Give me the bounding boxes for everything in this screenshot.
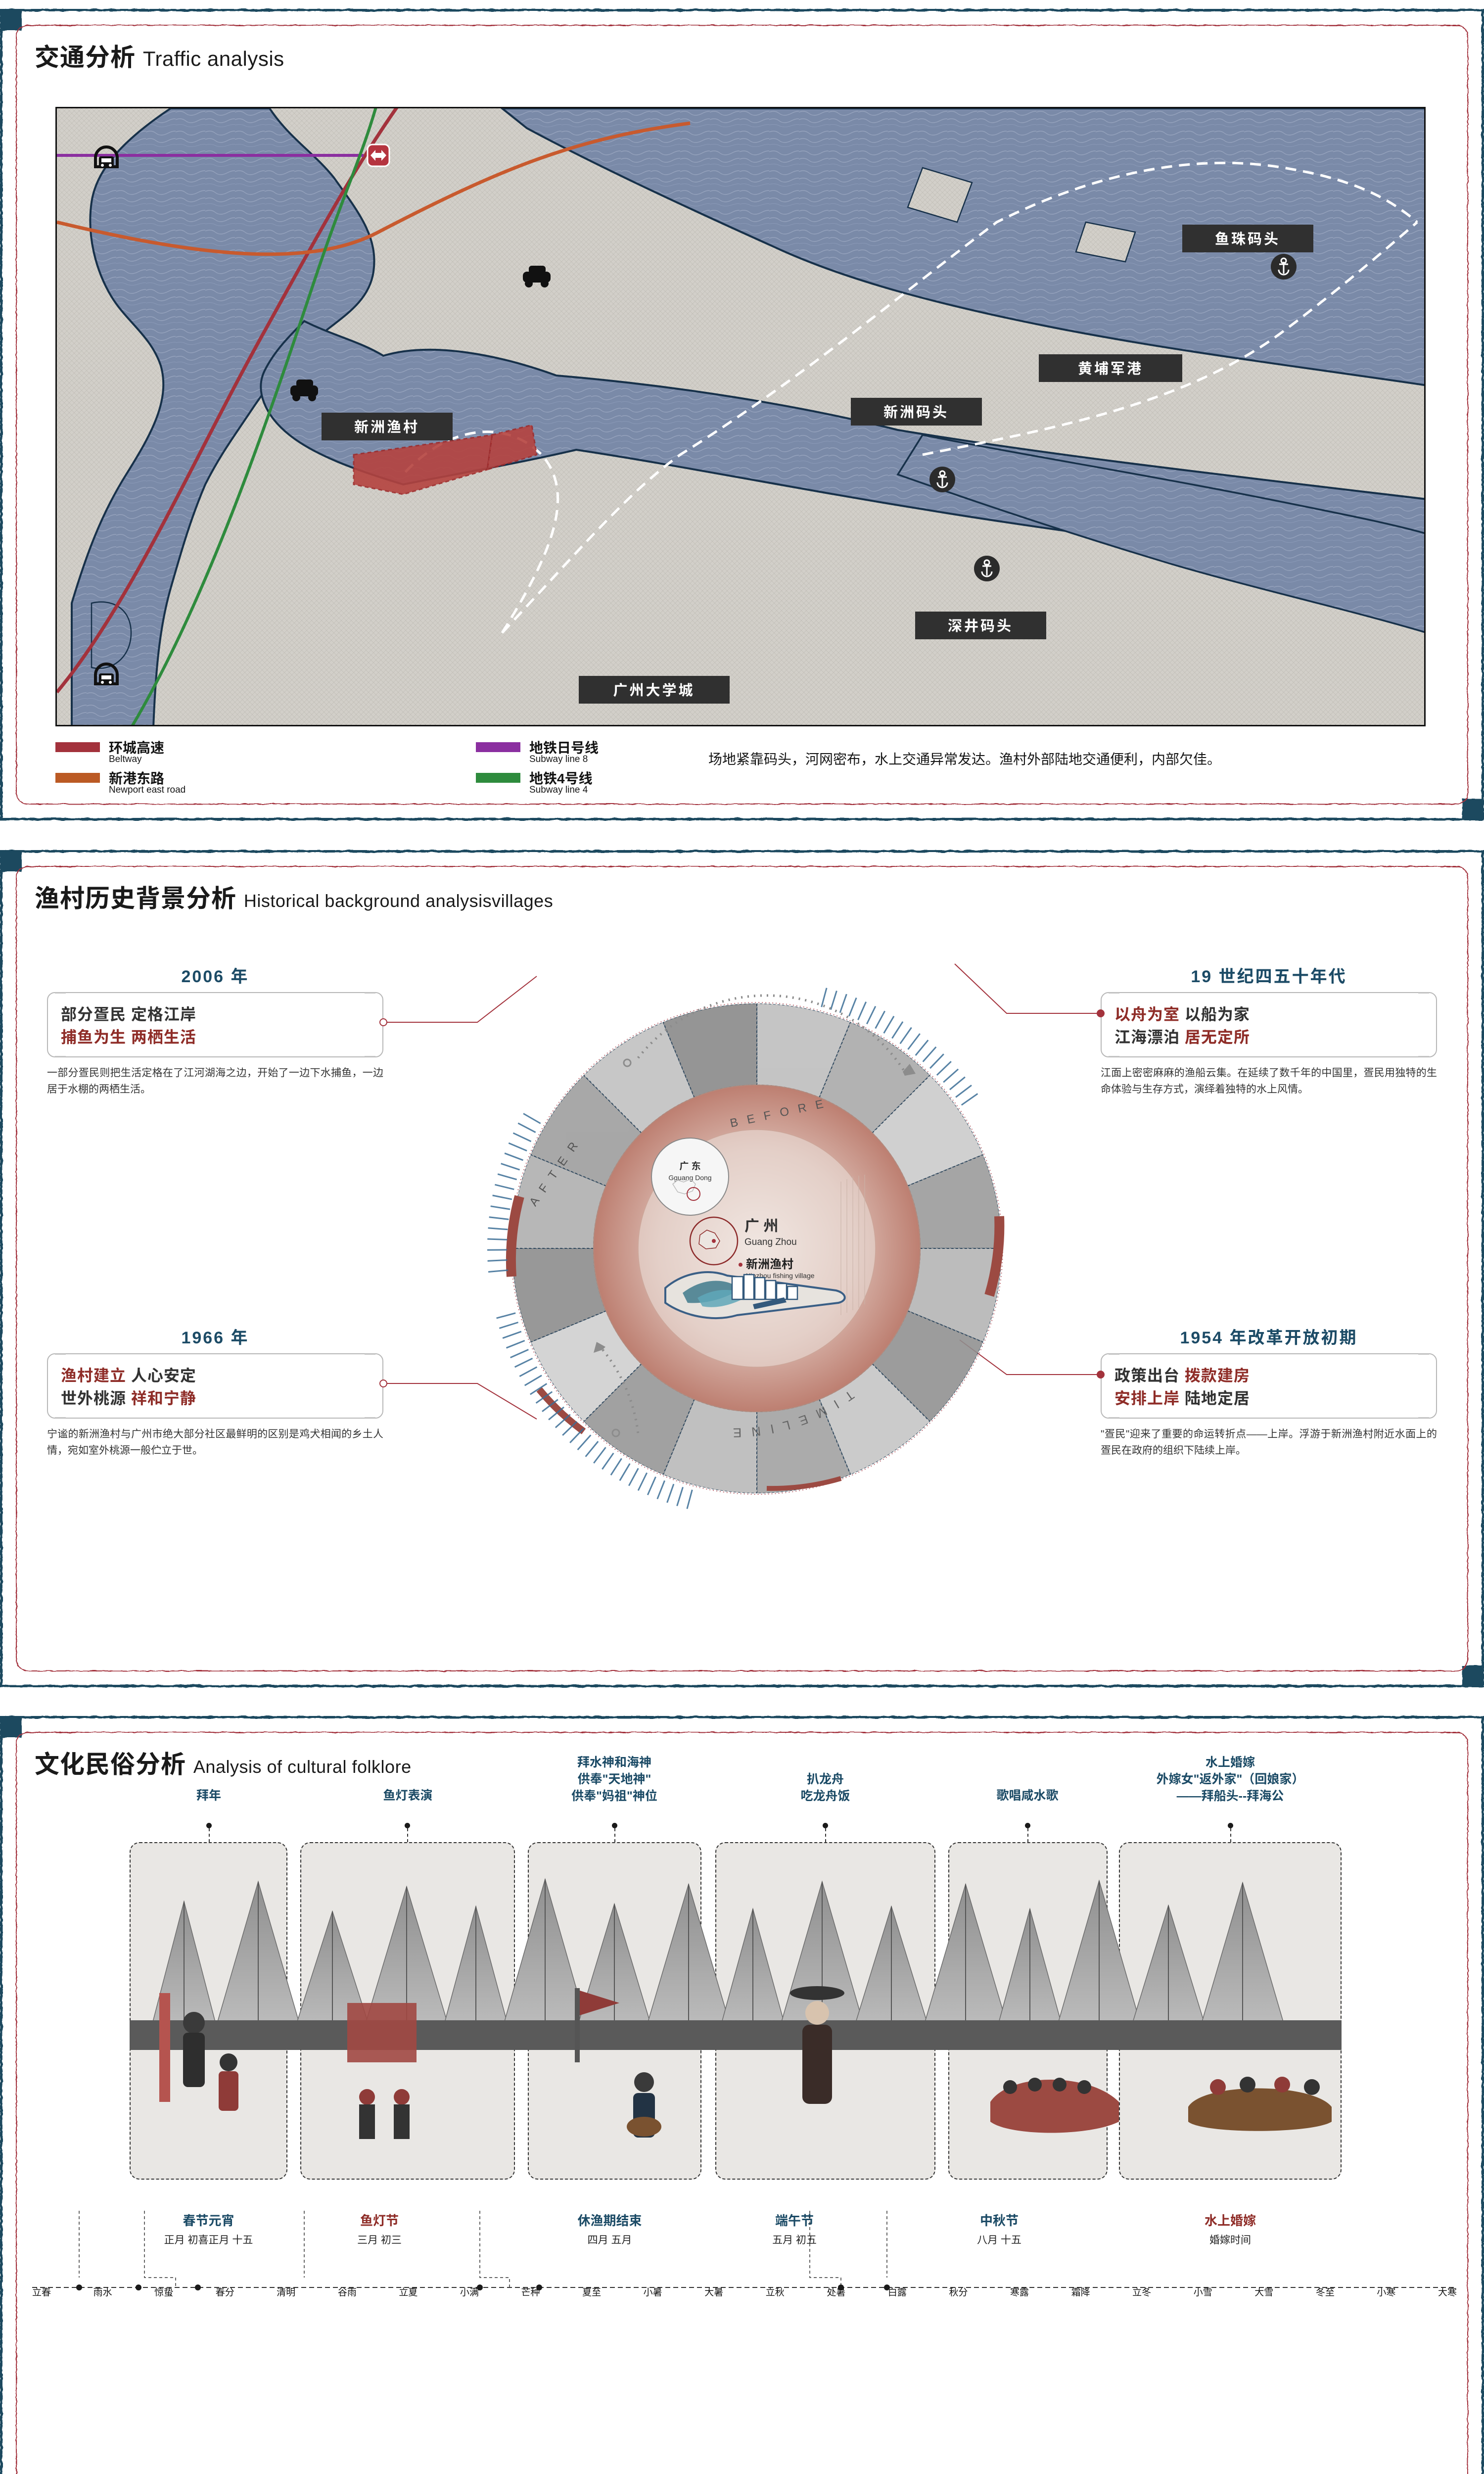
svg-text:Guang Zhou: Guang Zhou [744, 1237, 797, 1247]
svg-text:新洲渔村: 新洲渔村 [354, 419, 419, 435]
svg-text:深井码头: 深井码头 [948, 618, 1013, 634]
svg-text:新洲码头: 新洲码头 [883, 404, 949, 421]
svg-text:广 东: 广 东 [679, 1160, 700, 1172]
svg-text:广 州: 广 州 [744, 1218, 778, 1235]
svg-text:广州大学城: 广州大学城 [613, 682, 695, 699]
svg-text:新洲渔村: 新洲渔村 [746, 1258, 793, 1271]
svg-text:Gguang Dong: Gguang Dong [668, 1174, 711, 1182]
svg-text:黄埔军港: 黄埔军港 [1078, 361, 1143, 377]
svg-text:鱼珠码头: 鱼珠码头 [1215, 231, 1280, 247]
